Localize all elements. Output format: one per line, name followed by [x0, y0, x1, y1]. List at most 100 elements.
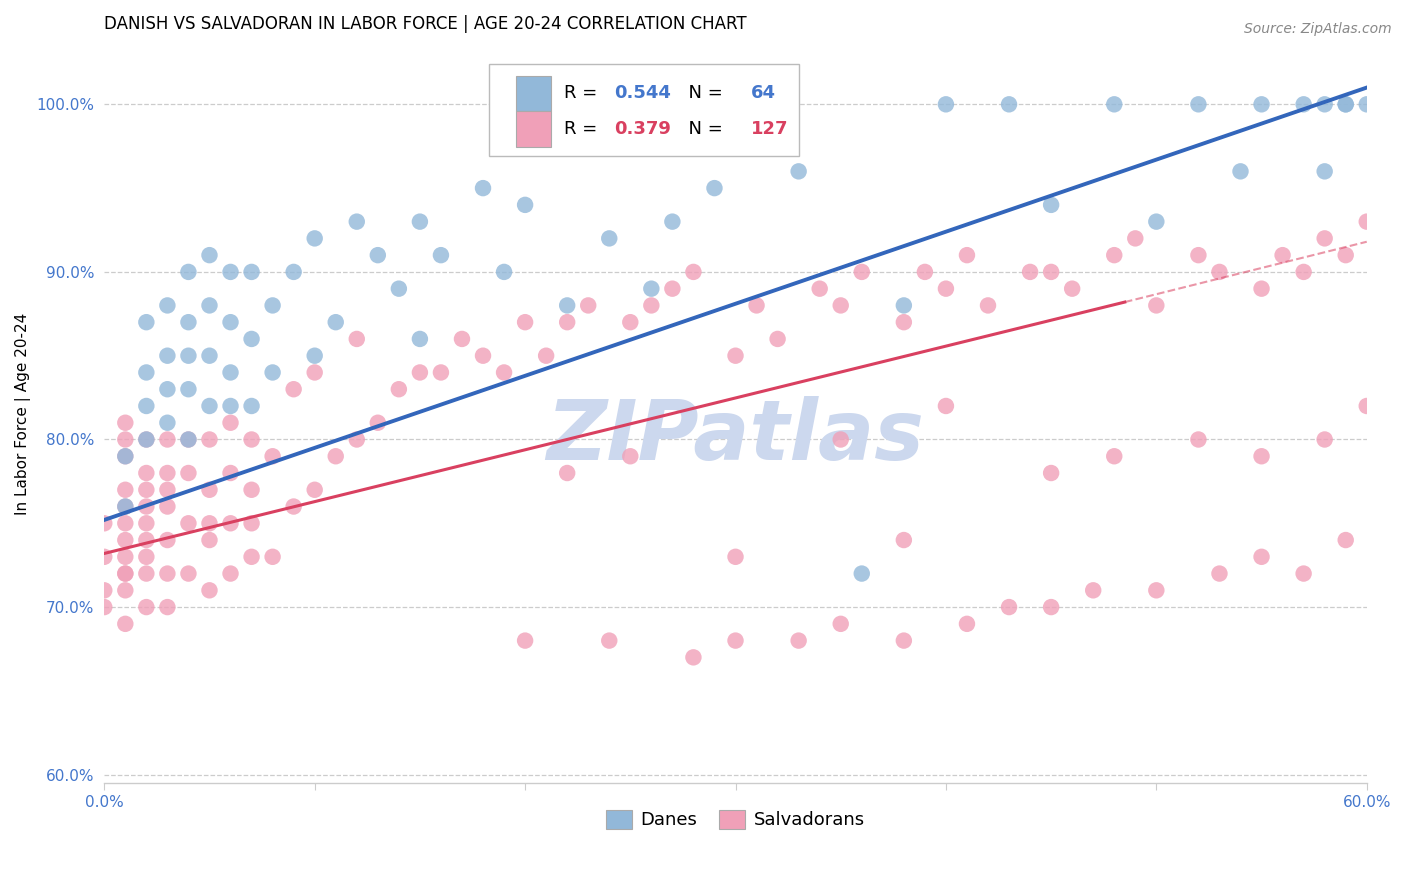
Point	[198, 298, 221, 312]
Point	[114, 549, 136, 564]
Point	[135, 533, 157, 547]
Point	[1250, 449, 1272, 463]
Point	[177, 466, 200, 480]
Point	[935, 97, 957, 112]
Point	[998, 97, 1021, 112]
Point	[513, 198, 536, 212]
Text: R =: R =	[564, 120, 603, 138]
Point	[1271, 248, 1294, 262]
Point	[156, 433, 179, 447]
Point	[156, 483, 179, 497]
Text: R =: R =	[564, 84, 603, 103]
Point	[1292, 566, 1315, 581]
Point	[1292, 265, 1315, 279]
Point	[367, 416, 389, 430]
Point	[156, 600, 179, 615]
Point	[262, 366, 284, 380]
Point	[724, 549, 747, 564]
Point	[240, 332, 263, 346]
Point	[93, 549, 115, 564]
Point	[914, 265, 936, 279]
Point	[325, 449, 347, 463]
Point	[1144, 583, 1167, 598]
Point	[830, 616, 852, 631]
Point	[304, 483, 326, 497]
Point	[198, 483, 221, 497]
Point	[851, 265, 873, 279]
Point	[156, 382, 179, 396]
Point	[304, 366, 326, 380]
Point	[114, 449, 136, 463]
Point	[409, 332, 432, 346]
Point	[114, 449, 136, 463]
Point	[661, 214, 683, 228]
Point	[177, 315, 200, 329]
Text: 127: 127	[751, 120, 789, 138]
Point	[1062, 282, 1084, 296]
Point	[156, 416, 179, 430]
Point	[1187, 433, 1209, 447]
Point	[787, 633, 810, 648]
Point	[977, 298, 1000, 312]
Point	[135, 315, 157, 329]
Point	[619, 315, 641, 329]
Point	[555, 466, 578, 480]
Point	[766, 332, 789, 346]
Point	[472, 349, 495, 363]
FancyBboxPatch shape	[516, 76, 551, 111]
Point	[1019, 265, 1042, 279]
Point	[682, 650, 704, 665]
Point	[177, 566, 200, 581]
Point	[156, 466, 179, 480]
Point	[262, 298, 284, 312]
Point	[135, 549, 157, 564]
Point	[198, 248, 221, 262]
Point	[724, 633, 747, 648]
Point	[156, 566, 179, 581]
Point	[1208, 265, 1230, 279]
Point	[1355, 97, 1378, 112]
Point	[114, 516, 136, 531]
Text: 0.379: 0.379	[614, 120, 671, 138]
Point	[1355, 214, 1378, 228]
Point	[1144, 298, 1167, 312]
Point	[240, 483, 263, 497]
Point	[114, 566, 136, 581]
Point	[219, 399, 242, 413]
Point	[935, 282, 957, 296]
Text: N =: N =	[678, 84, 728, 103]
Point	[1250, 282, 1272, 296]
Point	[346, 332, 368, 346]
Point	[555, 298, 578, 312]
Point	[177, 433, 200, 447]
Point	[640, 298, 662, 312]
Point	[135, 433, 157, 447]
Point	[619, 449, 641, 463]
Point	[135, 466, 157, 480]
Point	[808, 282, 831, 296]
Point	[135, 366, 157, 380]
Point	[156, 349, 179, 363]
Point	[93, 583, 115, 598]
Point	[830, 298, 852, 312]
Point	[1040, 600, 1063, 615]
Point	[1104, 97, 1126, 112]
Point	[494, 265, 516, 279]
Point	[304, 231, 326, 245]
Point	[219, 516, 242, 531]
Point	[430, 366, 453, 380]
FancyBboxPatch shape	[489, 64, 799, 156]
Point	[1334, 533, 1357, 547]
Point	[640, 282, 662, 296]
Text: 0.544: 0.544	[614, 84, 671, 103]
Point	[135, 600, 157, 615]
Point	[1355, 399, 1378, 413]
Point	[1229, 164, 1251, 178]
Text: Source: ZipAtlas.com: Source: ZipAtlas.com	[1244, 22, 1392, 37]
FancyBboxPatch shape	[516, 112, 551, 146]
Point	[893, 298, 915, 312]
Point	[219, 315, 242, 329]
Point	[1187, 97, 1209, 112]
Point	[114, 500, 136, 514]
Point	[998, 600, 1021, 615]
